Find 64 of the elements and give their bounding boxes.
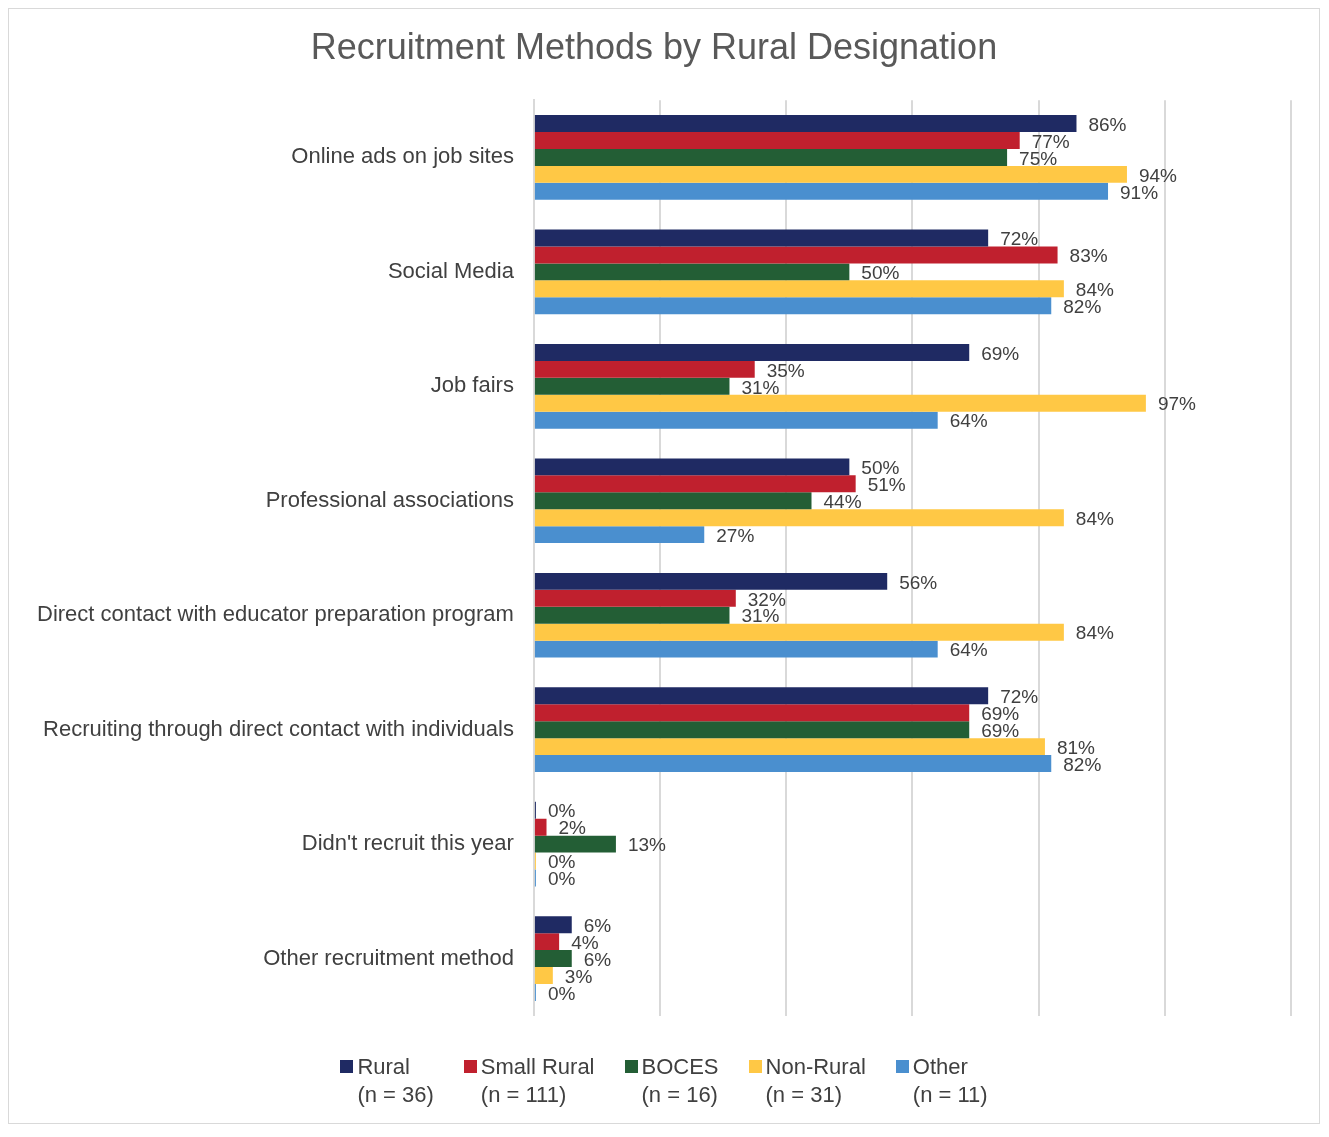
bar xyxy=(534,360,755,378)
y-tick-label: Social Media xyxy=(387,257,515,283)
data-label: 72% xyxy=(1000,228,1039,250)
bar xyxy=(534,704,970,722)
bar xyxy=(534,492,812,510)
bar xyxy=(534,933,560,951)
bar xyxy=(534,115,1077,133)
data-label: 64% xyxy=(949,410,988,432)
bar xyxy=(534,182,1109,200)
data-label: 13% xyxy=(627,834,667,856)
bar xyxy=(534,606,730,624)
bar xyxy=(534,263,850,281)
legend-label: Non-Rural (n = 31) xyxy=(765,1053,866,1109)
bar xyxy=(534,572,888,590)
bar xyxy=(534,297,1052,315)
bar xyxy=(534,916,572,934)
y-tick-label: Recruiting through direct contact with individuals xyxy=(43,715,514,741)
bar xyxy=(534,623,1064,641)
bar xyxy=(534,132,1020,149)
data-label: 56% xyxy=(899,571,938,593)
bar xyxy=(534,280,1064,298)
bar xyxy=(534,458,850,476)
y-tick-label: Other recruitment method xyxy=(263,944,514,970)
bar xyxy=(534,229,989,247)
bar xyxy=(534,755,1052,773)
data-label: 83% xyxy=(1069,245,1108,267)
y-tick-label: Didn't recruit this year xyxy=(301,830,514,856)
bar xyxy=(534,967,553,984)
bar xyxy=(534,835,616,853)
bar xyxy=(534,343,970,361)
data-label: 69% xyxy=(981,342,1020,364)
data-label: 84% xyxy=(1075,622,1114,644)
data-label: 50% xyxy=(861,262,900,284)
bar xyxy=(534,640,938,658)
chart-title: Recruitment Methods by Rural Designation xyxy=(310,25,998,67)
bar xyxy=(534,411,938,429)
bar xyxy=(534,165,1127,183)
bar xyxy=(534,148,1008,166)
bar xyxy=(534,246,1058,264)
data-label: 27% xyxy=(716,524,755,546)
bar xyxy=(534,687,989,705)
legend-label: Other (n = 11) xyxy=(912,1053,988,1109)
bar xyxy=(534,377,730,395)
legend-label: BOCES (n = 16) xyxy=(641,1053,719,1109)
data-label: 44% xyxy=(823,491,862,513)
bar xyxy=(534,526,705,544)
bar xyxy=(534,950,572,968)
bar xyxy=(534,589,736,607)
y-tick-label: Online ads on job sites xyxy=(291,143,514,169)
bar xyxy=(534,509,1064,527)
data-label: 86% xyxy=(1088,113,1127,135)
y-tick-label: Professional associations xyxy=(265,486,514,512)
y-tick-label: Job fairs xyxy=(430,372,514,398)
bar xyxy=(534,475,856,493)
bar xyxy=(534,721,970,739)
bar xyxy=(534,738,1045,756)
data-label: 97% xyxy=(1157,393,1197,415)
y-tick-label: Direct contact with educator preparation program xyxy=(36,601,514,627)
legend-label: Rural (n = 36) xyxy=(357,1053,434,1109)
data-label: 84% xyxy=(1075,507,1114,529)
bar xyxy=(534,818,547,836)
bar xyxy=(534,394,1146,412)
data-label: 64% xyxy=(949,639,988,661)
legend-label: Small Rural (n = 111) xyxy=(480,1053,595,1109)
